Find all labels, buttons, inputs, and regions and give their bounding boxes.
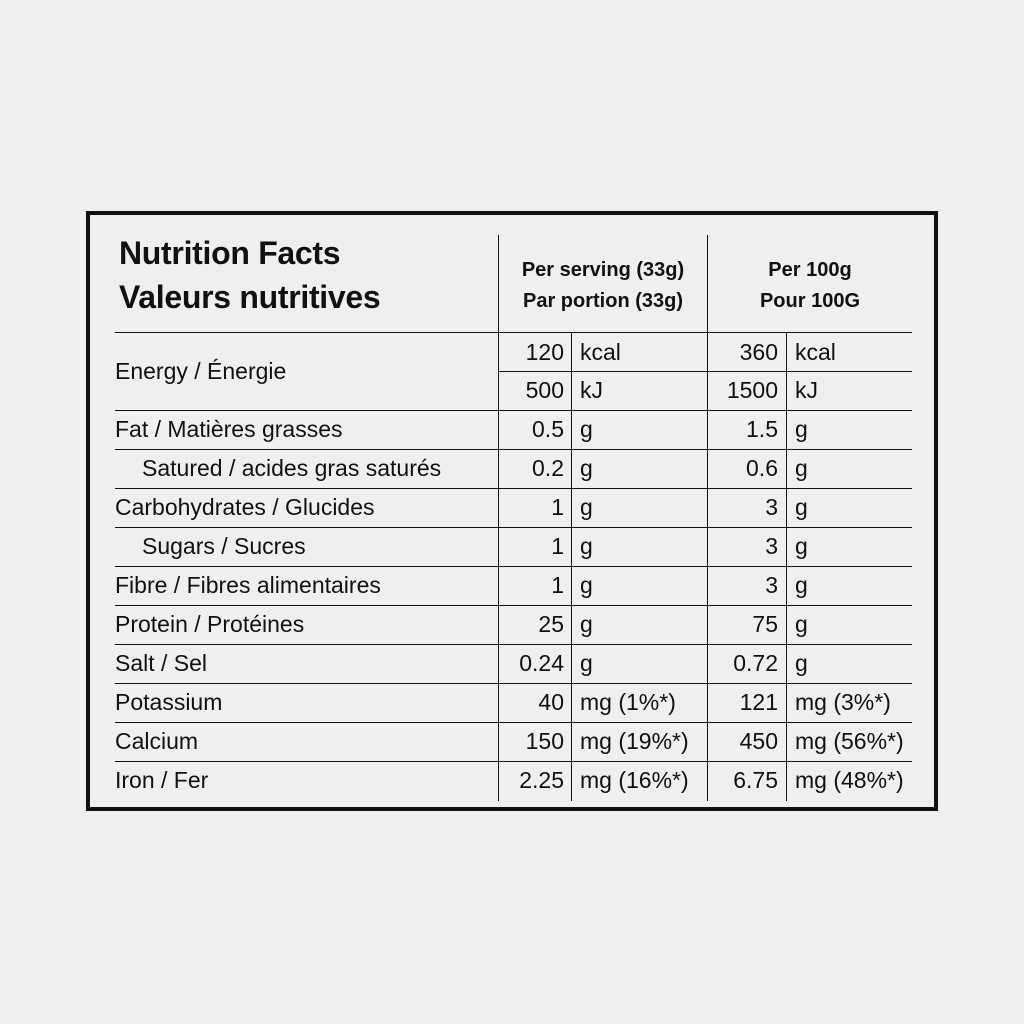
- value-per100: 0.72: [733, 650, 778, 676]
- rule-energy-middle: [499, 371, 912, 372]
- row-label: Calcium: [115, 728, 199, 754]
- row-label: Fibre / Fibres alimentaires: [115, 572, 381, 598]
- energy-kcal-per100-unit: kcal: [795, 339, 836, 365]
- column-header-per100: Per 100g Pour 100G: [708, 255, 912, 317]
- energy-kj-serving-unit: kJ: [580, 377, 603, 403]
- unit-serving: mg (1%*): [580, 689, 676, 715]
- value-per100: 1.5: [746, 416, 778, 442]
- rule-row-5: [115, 644, 912, 645]
- value-serving: 2.25: [519, 767, 564, 793]
- value-per100: 3: [765, 572, 778, 598]
- value-serving: 1: [551, 533, 564, 559]
- rule-row-2: [115, 527, 912, 528]
- row-label-energy: Energy / Énergie: [115, 358, 287, 384]
- value-serving: 0.24: [519, 650, 564, 676]
- value-serving: 25: [538, 611, 564, 637]
- column-header-serving-fr: Par portion (33g): [522, 290, 683, 312]
- rule-row-6: [115, 683, 912, 684]
- value-per100: 0.6: [746, 455, 778, 481]
- unit-per100: mg (3%*): [795, 689, 891, 715]
- value-per100: 6.75: [733, 767, 778, 793]
- row-label: Carbohydrates / Glucides: [115, 494, 375, 520]
- row-label: Potassium: [115, 689, 223, 715]
- value-serving: 150: [525, 728, 564, 754]
- value-serving: 1: [551, 494, 564, 520]
- unit-serving: mg (16%*): [580, 767, 689, 793]
- unit-per100: g: [795, 455, 808, 481]
- energy-kcal-serving: 120: [525, 339, 564, 365]
- row-label: Satured / acides gras saturés: [142, 455, 442, 481]
- unit-serving: g: [580, 611, 593, 637]
- rule-row-1: [115, 488, 912, 489]
- unit-per100: g: [795, 494, 808, 520]
- value-per100: 450: [739, 728, 778, 754]
- divider-label-column: [498, 235, 499, 801]
- row-label: Salt / Sel: [115, 650, 208, 676]
- row-label: Sugars / Sucres: [142, 533, 306, 559]
- divider-serving-per100: [707, 235, 708, 801]
- unit-serving: g: [580, 494, 593, 520]
- rule-energy-bottom: [115, 410, 912, 411]
- value-serving: 40: [538, 689, 564, 715]
- value-per100: 121: [739, 689, 778, 715]
- energy-kj-serving: 500: [525, 377, 564, 403]
- energy-kcal-per100: 360: [739, 339, 778, 365]
- unit-serving: g: [580, 416, 593, 442]
- unit-per100: g: [795, 416, 808, 442]
- rule-header: [115, 332, 912, 333]
- value-serving: 0.5: [532, 416, 564, 442]
- nutrition-facts-table: Nutrition Facts Valeurs nutritives Per s…: [86, 211, 938, 811]
- unit-serving: g: [580, 650, 593, 676]
- unit-serving: g: [580, 455, 593, 481]
- value-per100: 3: [765, 533, 778, 559]
- column-header-per100-fr: Pour 100G: [759, 290, 861, 312]
- column-header-per100-en: Per 100g: [768, 259, 852, 281]
- rule-row-4: [115, 605, 912, 606]
- rule-row-3: [115, 566, 912, 567]
- unit-per100: g: [795, 572, 808, 598]
- rule-row-8: [115, 761, 912, 762]
- unit-serving: g: [580, 533, 593, 559]
- title-english: Nutrition Facts: [119, 235, 341, 271]
- unit-per100: g: [795, 611, 808, 637]
- unit-per100: mg (56%*): [795, 728, 904, 754]
- unit-per100: g: [795, 533, 808, 559]
- column-header-serving-en: Per serving (33g): [521, 259, 685, 281]
- value-serving: 1: [551, 572, 564, 598]
- unit-per100: g: [795, 650, 808, 676]
- row-label: Iron / Fer: [115, 767, 209, 793]
- rule-row-7: [115, 722, 912, 723]
- value-per100: 75: [752, 611, 778, 637]
- unit-per100: mg (48%*): [795, 767, 904, 793]
- row-label: Fat / Matières grasses: [115, 416, 343, 442]
- energy-kcal-serving-unit: kcal: [580, 339, 621, 365]
- unit-serving: mg (19%*): [580, 728, 689, 754]
- value-per100: 3: [765, 494, 778, 520]
- title-french: Valeurs nutritives: [119, 279, 381, 315]
- column-header-serving: Per serving (33g) Par portion (33g): [499, 255, 707, 317]
- row-label: Protein / Protéines: [115, 611, 305, 637]
- energy-kj-per100: 1500: [726, 377, 778, 403]
- unit-serving: g: [580, 572, 593, 598]
- rule-row-0: [115, 449, 912, 450]
- value-serving: 0.2: [532, 455, 564, 481]
- energy-kj-per100-unit: kJ: [795, 377, 818, 403]
